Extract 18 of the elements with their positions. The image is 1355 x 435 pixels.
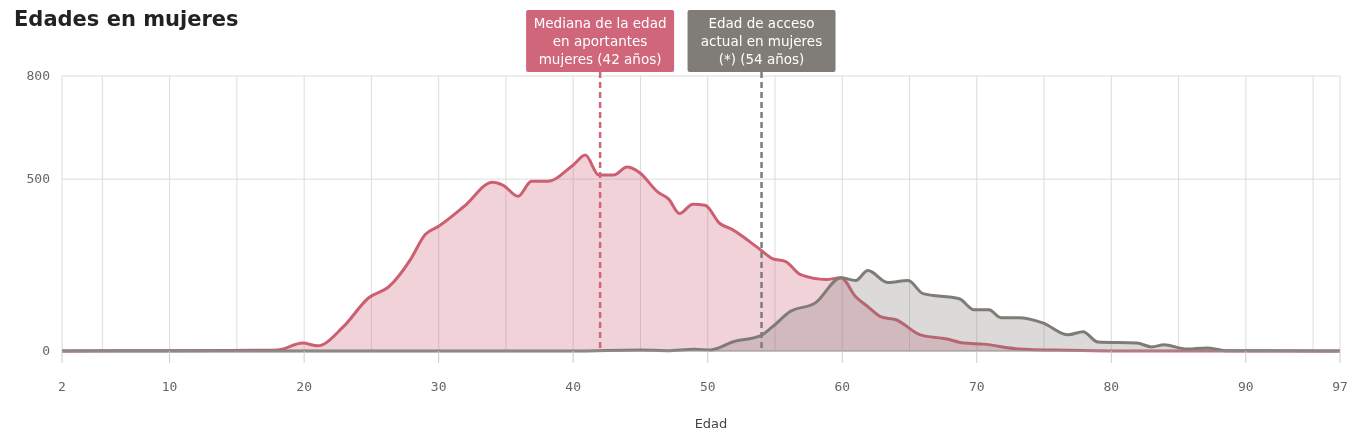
- y-tick-label: 0: [42, 343, 50, 358]
- x-tick-label: 50: [699, 379, 716, 394]
- x-tick-label: 60: [834, 379, 851, 394]
- x-tick-label: 70: [968, 379, 985, 394]
- x-axis-title: Edad: [694, 416, 728, 431]
- x-tick-label: 10: [161, 379, 178, 394]
- x-tick-label: 2: [58, 379, 66, 394]
- y-tick-label: 800: [26, 68, 50, 83]
- x-tick-label: 90: [1238, 379, 1254, 394]
- x-tick-label: 97: [1332, 379, 1348, 394]
- x-tick-label: 80: [1103, 379, 1120, 394]
- ref-line-label: Edad de acceso actual en mujeres (*) (54 años): [700, 15, 823, 67]
- chart-title: Edades en mujeres: [14, 7, 239, 31]
- y-tick-label: 500: [26, 171, 50, 187]
- ref-line-label: Mediana de la edad en aportantes mujeres (42 años): [533, 15, 667, 67]
- x-tick-label: 40: [565, 379, 582, 394]
- x-tick-label: 20: [296, 379, 312, 394]
- x-tick-label: 30: [430, 379, 447, 394]
